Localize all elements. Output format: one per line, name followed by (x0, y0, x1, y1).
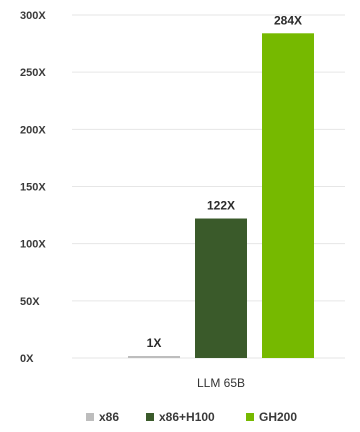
legend: x86 x86+H100 GH200 (86, 410, 297, 424)
y-tick-label: 250X (20, 67, 46, 79)
data-label-x86: 1X (147, 336, 162, 350)
legend-swatch-x86 (86, 413, 94, 421)
bar-x86 (128, 356, 180, 358)
data-labels: 1X 122X 284X (147, 13, 302, 350)
y-tick-label: 150X (20, 182, 46, 194)
y-tick-label: 300X (20, 10, 46, 22)
legend-label-gh200: GH200 (259, 410, 297, 424)
y-tick-label: 50X (20, 296, 40, 308)
y-tick-label: 0X (20, 353, 34, 365)
y-tick-label: 200X (20, 124, 46, 136)
y-tick-label: 100X (20, 239, 46, 251)
data-label-x86-h100: 122X (207, 199, 235, 213)
bar-x86-h100 (195, 218, 247, 358)
bar-gh200 (262, 33, 314, 358)
legend-label-x86-h100: x86+H100 (159, 410, 215, 424)
category-label-llm-65b: LLM 65B (197, 376, 245, 390)
legend-swatch-gh200 (246, 413, 254, 421)
legend-label-x86: x86 (99, 410, 119, 424)
bars (128, 33, 314, 358)
legend-swatch-x86-h100 (146, 413, 154, 421)
data-label-gh200: 284X (274, 13, 302, 27)
y-axis: 0X 50X 100X 150X 200X 250X 300X (20, 10, 46, 365)
